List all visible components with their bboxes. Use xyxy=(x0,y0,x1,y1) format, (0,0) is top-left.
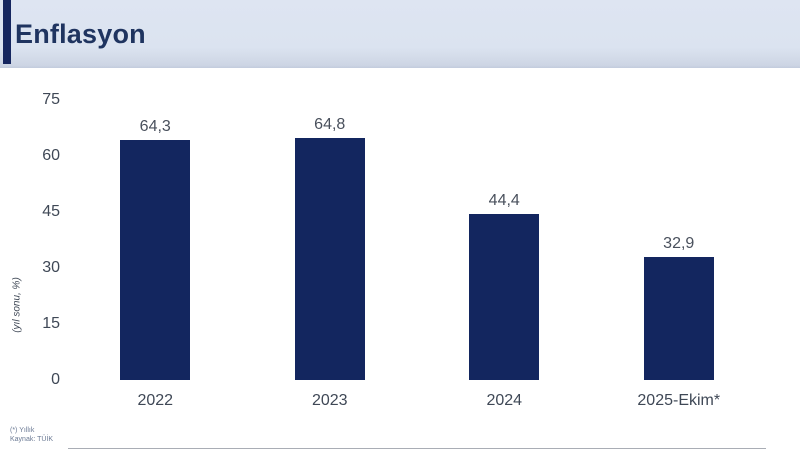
footnote: (*) Yıllık Kaynak: TÜİK xyxy=(10,426,53,444)
bar-value-label: 64,3 xyxy=(139,117,171,135)
bar-2024 xyxy=(469,214,540,380)
y-axis-tick-label: 60 xyxy=(42,147,60,164)
header-accent-bar xyxy=(3,0,11,64)
footnote-line1: (*) Yıllık xyxy=(10,427,35,434)
y-axis-tick-label: 0 xyxy=(51,371,60,388)
header: Enflasyon xyxy=(0,0,800,68)
page-title: Enflasyon xyxy=(15,19,146,49)
y-axis-tick-label: 75 xyxy=(42,91,60,108)
bar-value-label: 44,4 xyxy=(488,192,520,210)
bar-2023 xyxy=(294,138,365,380)
footnote-line2: Kaynak: TÜİK xyxy=(10,436,54,443)
x-axis-label: 2023 xyxy=(311,392,348,409)
x-axis-line xyxy=(68,448,766,449)
chart-area: (yıl sonu, %) 0 15 30 45 60 75 64,3 2022 64,8 20… xyxy=(0,68,800,450)
bar-value-label: 64,8 xyxy=(314,116,346,134)
y-axis-tick-label: 30 xyxy=(42,259,60,276)
x-axis-label: 2025-Ekim* xyxy=(637,392,721,409)
x-axis-label: 2022 xyxy=(137,392,174,409)
bar-2022 xyxy=(120,139,191,380)
y-axis-tick-label: 45 xyxy=(42,203,60,220)
y-axis-tick-label: 15 xyxy=(42,315,60,332)
bar-value-label: 32,9 xyxy=(663,235,695,253)
bar-2025-Ekim* xyxy=(643,257,714,380)
x-axis-label: 2024 xyxy=(486,392,523,409)
